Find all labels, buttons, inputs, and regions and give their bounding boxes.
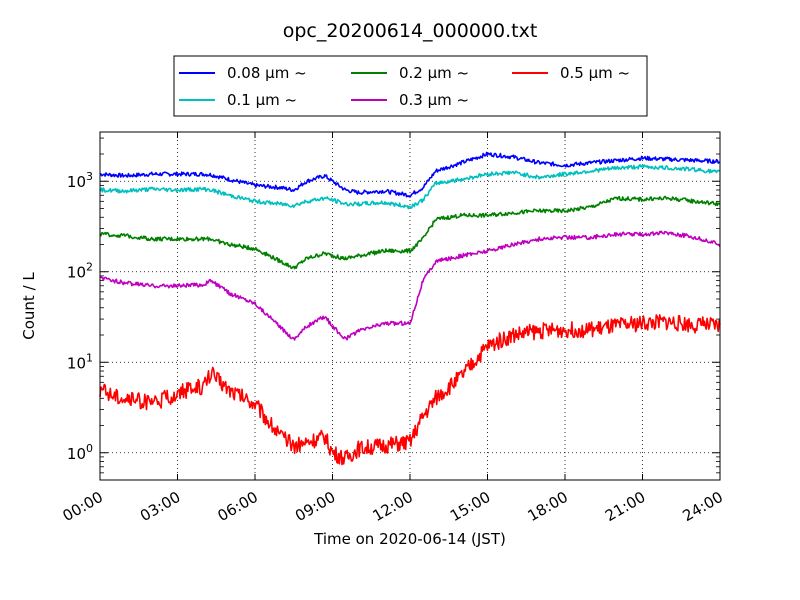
legend-label: 0.5 μm ~	[560, 64, 630, 82]
series-line	[99, 151, 721, 198]
x-tick-label: 03:00	[137, 488, 183, 525]
y-axis-label: Count / L	[20, 272, 38, 340]
x-tick-label: 15:00	[447, 488, 493, 525]
x-tick-label: 24:00	[680, 488, 726, 525]
legend: 0.08 μm ~ 0.1 μm ~ 0.2 μm ~ 0.3 μm ~ 0.5 μm …	[173, 55, 648, 117]
minor-ticks	[100, 137, 720, 474]
x-tick-label: 00:00	[60, 488, 106, 525]
plot-frame	[100, 132, 720, 480]
series-line	[99, 314, 721, 466]
y-tick-label: 103	[67, 170, 93, 191]
series-layer	[99, 151, 721, 466]
legend-label: 0.2 μm ~	[399, 64, 469, 82]
x-tick-label: 09:00	[292, 488, 338, 525]
chart-title: opc_20200614_000000.txt	[283, 20, 538, 42]
grid	[99, 132, 721, 480]
series-line	[99, 230, 721, 341]
legend-label: 0.08 μm ~	[227, 64, 307, 82]
legend-label: 0.1 μm ~	[227, 91, 297, 109]
legend-label: 0.3 μm ~	[399, 91, 469, 109]
series-line	[99, 164, 721, 210]
x-tick-label: 21:00	[602, 488, 648, 525]
x-tick-label: 12:00	[370, 488, 416, 525]
x-tick-label: 18:00	[525, 488, 571, 525]
x-tick-label: 06:00	[215, 488, 261, 525]
legend-box	[173, 55, 648, 117]
y-tick-label: 102	[67, 261, 93, 282]
y-tick-label: 101	[67, 351, 93, 372]
y-axis: 100 101 102 103	[67, 170, 720, 463]
series-line	[99, 195, 721, 270]
y-tick-label: 100	[67, 442, 93, 463]
x-axis-label: Time on 2020-06-14 (JST)	[313, 530, 506, 548]
